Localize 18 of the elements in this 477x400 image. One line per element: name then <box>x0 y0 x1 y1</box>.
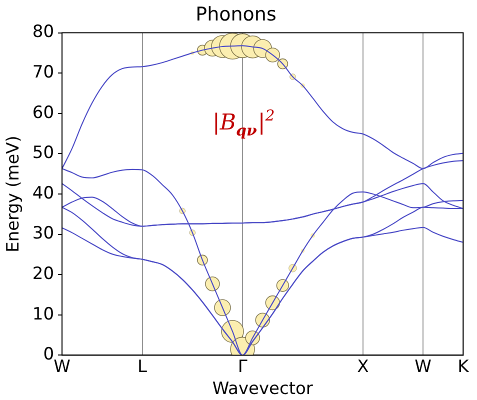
y-tick-label: 60 <box>32 102 54 123</box>
y-tick-label: 10 <box>32 304 54 324</box>
y-tick-label: 0 <box>43 344 54 365</box>
y-tick-label: 50 <box>32 143 54 164</box>
x-tick-label: X <box>357 356 370 377</box>
y-tick-label: 30 <box>32 224 54 244</box>
y-tick-label: 80 <box>32 22 54 42</box>
y-tick-label: 70 <box>32 62 54 83</box>
y-axis-title: Energy (meV) <box>4 136 24 252</box>
x-axis-title: Wavevector <box>212 379 313 400</box>
y-tick-label: 20 <box>32 264 54 284</box>
chart-title: Phonons <box>196 3 276 26</box>
x-tick-label: W <box>414 356 432 377</box>
y-tick-label: 40 <box>32 183 54 204</box>
x-tick-label: W <box>54 356 71 377</box>
x-tick-label: Γ <box>238 356 248 377</box>
x-tick-label: L <box>138 356 148 377</box>
x-tick-label: K <box>458 356 470 377</box>
